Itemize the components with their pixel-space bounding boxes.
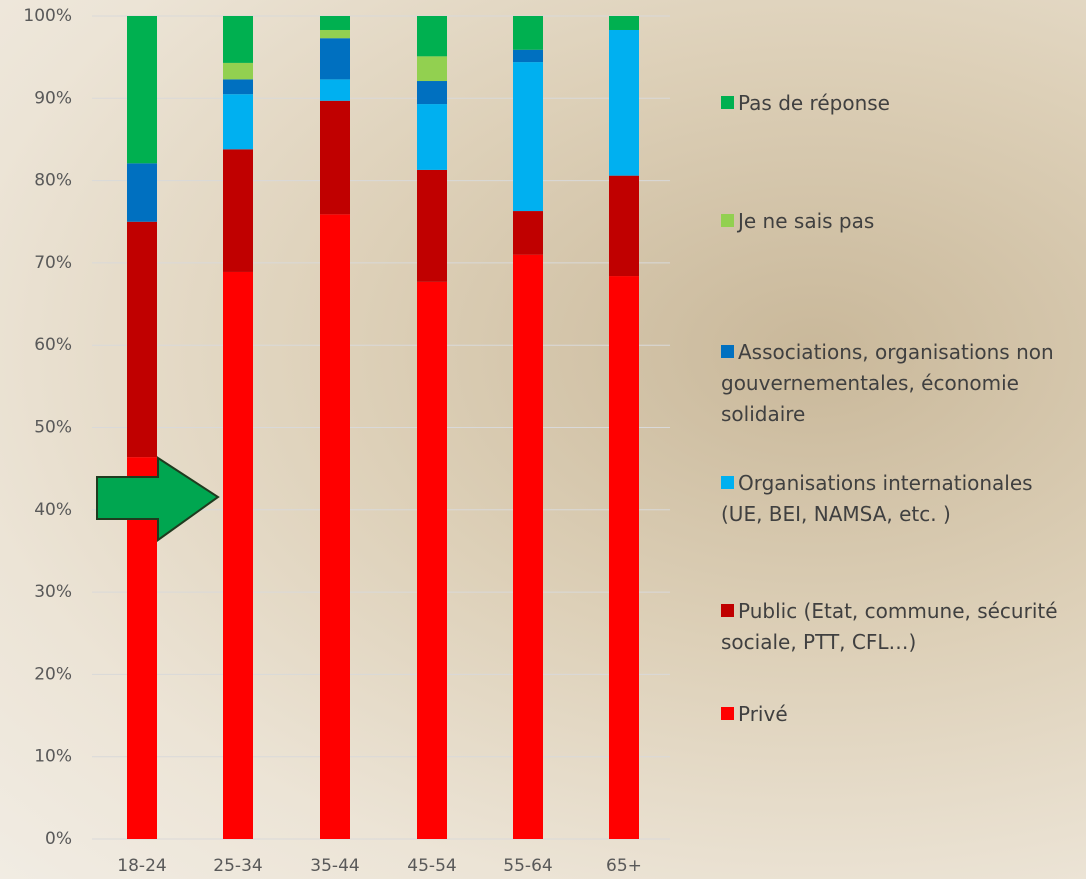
y-tick-label: 80% [34, 171, 72, 191]
x-tick-label: 18-24 [117, 856, 166, 876]
bar-segment [417, 56, 447, 82]
legend-swatch [721, 476, 734, 489]
bar-segment [127, 221, 157, 458]
bar-segment [320, 100, 350, 215]
bar-segment [223, 149, 253, 272]
bar-segment [609, 175, 639, 277]
bar-segment [609, 276, 639, 839]
y-tick-label: 50% [34, 418, 72, 438]
legend-swatch [721, 707, 734, 720]
bar-segment [513, 62, 543, 212]
bar-segment [513, 254, 543, 840]
legend-swatch [721, 214, 734, 227]
legend-swatch [721, 604, 734, 617]
bar-segment [223, 79, 253, 95]
legend-item: Je ne sais pas [721, 206, 1061, 237]
legend-item: Pas de réponse [721, 88, 1061, 119]
bar-segment [513, 16, 543, 50]
y-tick-label: 100% [23, 6, 72, 26]
x-tick-label: 45-54 [407, 856, 456, 876]
bar-segment [417, 16, 447, 57]
legend-item: Organisations internationales (UE, BEI, … [721, 468, 1061, 530]
legend-swatch [721, 96, 734, 109]
legend-label: Pas de réponse [738, 91, 890, 115]
legend-item: Public (Etat, commune, sécurité sociale,… [721, 596, 1061, 658]
bar-segment [320, 29, 350, 39]
legend-label: Public (Etat, commune, sécurité sociale,… [721, 599, 1058, 654]
bar-segment [417, 81, 447, 105]
bar-segment [417, 281, 447, 840]
bar-segment [223, 62, 253, 80]
x-tick-label: 25-34 [213, 856, 262, 876]
y-tick-label: 20% [34, 664, 72, 684]
legend-item: Privé [721, 699, 1061, 730]
bar-segment [320, 79, 350, 101]
x-tick-label: 35-44 [310, 856, 359, 876]
y-tick-label: 40% [34, 500, 72, 520]
x-tick-label: 55-64 [503, 856, 552, 876]
bar-segment [127, 163, 157, 222]
bar-segment [127, 457, 157, 839]
bar-segment [223, 94, 253, 150]
bar-segment [417, 104, 447, 170]
arrow [96, 456, 220, 542]
y-tick-label: 90% [34, 88, 72, 108]
bar-segment [609, 16, 639, 30]
legend-label: Organisations internationales (UE, BEI, … [721, 471, 1033, 526]
bar-segment [223, 271, 253, 839]
legend-swatch [721, 345, 734, 358]
bar-segment [609, 29, 639, 176]
y-tick-label: 0% [45, 829, 72, 849]
bar-segment [320, 16, 350, 30]
bar-segment [513, 211, 543, 255]
bar-segment [127, 16, 157, 164]
y-tick-label: 60% [34, 335, 72, 355]
x-tick-label: 65+ [606, 856, 642, 876]
y-tick-label: 30% [34, 582, 72, 602]
legend-label: Associations, organisations non gouverne… [721, 340, 1054, 426]
legend-label: Je ne sais pas [738, 209, 875, 233]
bar-segment [320, 214, 350, 839]
legend-label: Privé [738, 702, 788, 726]
bar-segment [417, 169, 447, 282]
y-tick-label: 70% [34, 253, 72, 273]
bar-segment [513, 49, 543, 63]
y-tick-label: 10% [34, 747, 72, 767]
bar-segment [223, 16, 253, 63]
bar-segment [320, 38, 350, 80]
legend-item: Associations, organisations non gouverne… [721, 337, 1061, 430]
